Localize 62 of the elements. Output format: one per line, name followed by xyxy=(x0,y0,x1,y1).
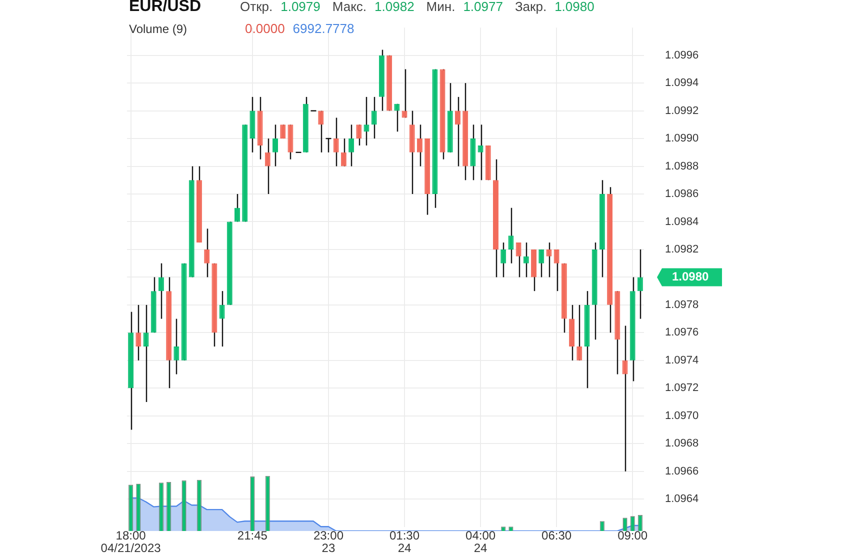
candlestick xyxy=(204,228,210,278)
candlestick xyxy=(158,262,164,320)
y-tick-label: 1.0996 xyxy=(665,49,699,62)
candlestick xyxy=(219,290,225,348)
annotation: 0.0000 xyxy=(245,21,285,36)
y-tick-label: 1.0994 xyxy=(665,77,699,90)
candlestick xyxy=(516,242,522,278)
candlestick xyxy=(340,138,346,167)
text: Макс. xyxy=(332,0,367,14)
annotation: 6992.7778 xyxy=(292,21,354,36)
y-tick-label: 1.0992 xyxy=(665,104,699,117)
x-tick-label: 09:00 xyxy=(618,528,648,542)
y-tick-label: 1.0966 xyxy=(665,465,699,478)
y-tick-label: 1.0986 xyxy=(665,188,699,200)
candlestick xyxy=(318,110,324,153)
candlestick xyxy=(356,124,362,146)
y-tick-label: 1.0978 xyxy=(665,298,699,311)
y-tick-label: 1.0988 xyxy=(665,160,699,172)
candlestick xyxy=(333,117,339,167)
candlestick xyxy=(272,124,278,167)
x-tick-label: 01:30 24 xyxy=(389,528,420,556)
text: 1.0977 xyxy=(463,0,503,14)
candlestick xyxy=(371,96,377,140)
y-tick-label: 1.0990 xyxy=(665,132,699,145)
candlestick xyxy=(546,242,552,278)
candlestick xyxy=(234,193,240,222)
y-tick-label: 1.0968 xyxy=(665,438,699,450)
candlestick xyxy=(508,207,514,264)
candlestick xyxy=(538,248,544,278)
text: 1.0979 xyxy=(280,0,320,14)
annotation: Volume (9) xyxy=(129,22,188,36)
candlestick xyxy=(348,124,354,167)
x-tick-label: 23:00 23 xyxy=(313,528,344,556)
candlestick xyxy=(264,138,270,195)
candlestick xyxy=(174,318,180,375)
candlestick xyxy=(500,242,506,278)
candlestick xyxy=(454,96,460,167)
y-tick-label: 1.0974 xyxy=(665,354,699,366)
text: Мин. xyxy=(426,0,456,14)
candlestick xyxy=(136,304,142,361)
candlestick xyxy=(478,124,484,181)
text: Откр. xyxy=(240,0,273,14)
x-tick-label: 06:30 xyxy=(542,528,572,542)
text: Закр. xyxy=(514,0,547,14)
candlestick xyxy=(554,248,560,292)
candlestick xyxy=(416,124,422,167)
text: 1.0982 xyxy=(374,0,414,14)
candlestick xyxy=(576,304,582,361)
y-tick-label: 1.0984 xyxy=(665,216,699,228)
y-tick-label: 1.0964 xyxy=(665,493,699,506)
candlestick xyxy=(637,248,643,320)
y-tick-label: 1.0970 xyxy=(665,410,699,422)
text: 1.0980 xyxy=(672,270,710,284)
y-tick-label: 1.0976 xyxy=(665,326,699,339)
text: 1.0980 xyxy=(554,0,594,14)
y-tick-label: 1.0982 xyxy=(665,244,699,256)
x-tick-label: 04:00 24 xyxy=(466,528,496,556)
candlestick xyxy=(394,103,400,132)
x-tick-label: 18:00 04/21/2023 xyxy=(100,528,162,556)
candlestick xyxy=(523,242,529,278)
y-tick-label: 1.0972 xyxy=(665,382,699,394)
x-tick-label: 21:45 xyxy=(237,528,268,542)
